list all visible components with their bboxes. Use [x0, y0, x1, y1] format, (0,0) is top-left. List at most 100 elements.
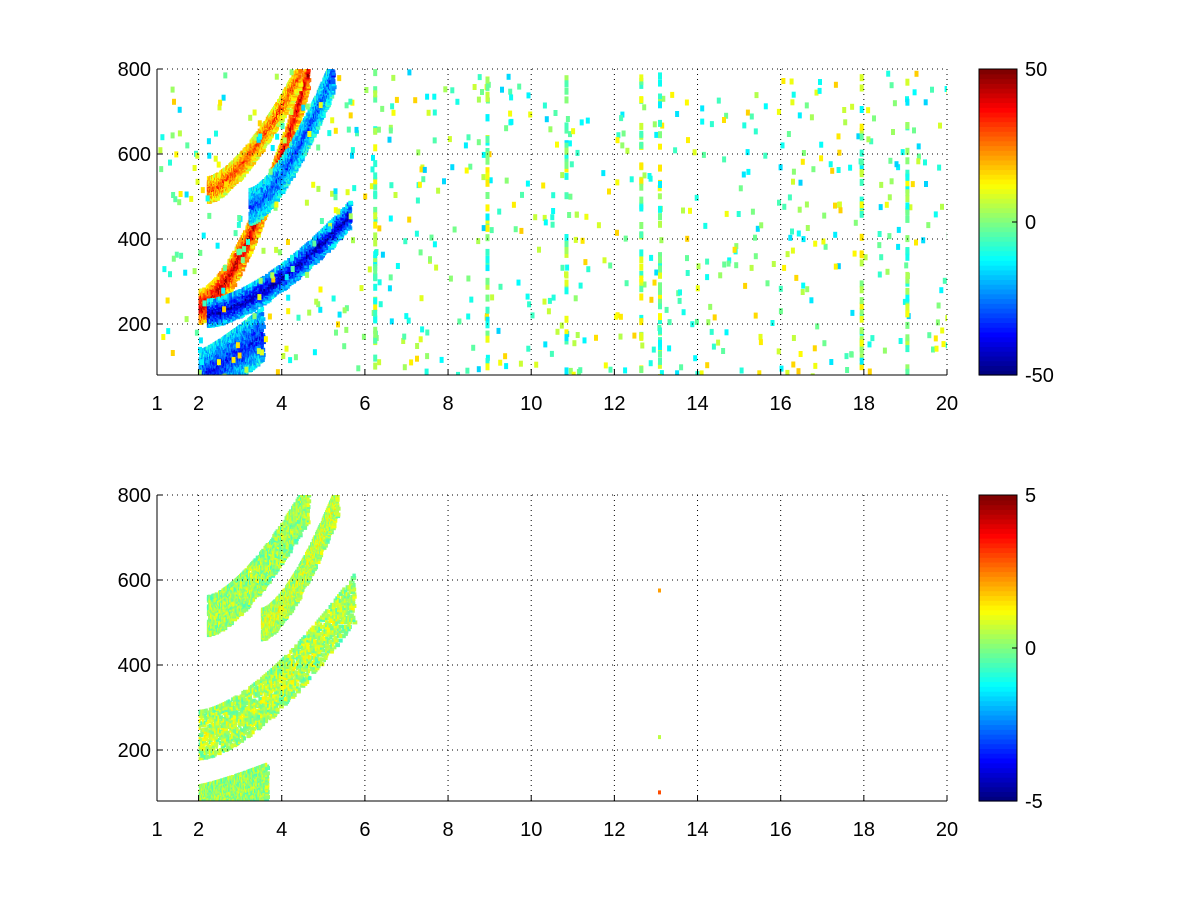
heatmap-cell: [233, 271, 236, 276]
heatmap-cell: [306, 81, 309, 86]
heatmap-cell: [240, 267, 246, 272]
heatmap-cell: [241, 293, 247, 298]
heatmap-cell: [337, 218, 340, 223]
heatmap-cell: [206, 318, 210, 323]
heatmap-cell: [230, 317, 233, 322]
heatmap-cell: [298, 69, 302, 72]
heatmap-cell: [252, 210, 255, 215]
heatmap-cell: [297, 64, 302, 68]
heatmap-cell: [277, 145, 281, 150]
heatmap-cell: [277, 272, 280, 277]
heatmap-cell: [321, 248, 325, 253]
heatmap-cell: [306, 63, 309, 67]
heatmap-cell: [298, 79, 301, 84]
heatmap-cell: [301, 270, 304, 275]
heatmap-cell: [287, 279, 290, 284]
heatmap-cell: [301, 266, 304, 271]
heatmap-cell: [303, 91, 306, 96]
heatmap-cell: [307, 64, 310, 68]
heatmap-cell: [269, 292, 272, 297]
heatmap-cell: [271, 288, 275, 293]
heatmap-cell: [268, 292, 271, 297]
heatmap-cell: [287, 124, 290, 129]
heatmap-cell: [268, 296, 273, 300]
heatmap-cell: [208, 318, 212, 323]
heatmap-cell: [299, 111, 305, 116]
heatmap-cell: [277, 268, 280, 273]
heatmap-cell: [219, 297, 223, 302]
heatmap-cell: [246, 285, 249, 290]
heatmap-cell: [216, 193, 218, 198]
heatmap-cell: [228, 187, 232, 191]
heatmap-cell: [283, 263, 287, 267]
heatmap-cell: [216, 274, 219, 279]
heatmap-cell: [327, 234, 331, 239]
heatmap-cell: [261, 297, 264, 302]
heatmap-cell: [298, 74, 302, 79]
heatmap-cell: [282, 261, 285, 266]
heatmap-cell: [214, 303, 218, 308]
heatmap-cell: [309, 265, 313, 269]
heatmap-cell: [324, 228, 328, 233]
heatmap-cell: [340, 226, 344, 231]
heatmap-cell: [269, 278, 273, 283]
heatmap-cell: [271, 291, 274, 296]
heatmap-cell: [271, 295, 274, 300]
heatmap-cell: [276, 272, 279, 277]
heatmap-cell: [257, 128, 260, 133]
heatmap-cell: [304, 86, 307, 90]
heatmap-cell: [199, 288, 203, 293]
heatmap-cell: [316, 255, 320, 260]
heatmap-cell: [251, 244, 255, 249]
heatmap-cell: [306, 73, 309, 78]
heatmap-cell: [220, 271, 223, 276]
heatmap-cell: [309, 259, 312, 264]
heatmap-cell: [263, 212, 267, 217]
heatmap-cell: [303, 70, 306, 75]
heatmap-cell: [207, 284, 210, 289]
heatmap-cell: [298, 250, 301, 255]
heatmap-cell: [261, 186, 264, 191]
heatmap-cell: [298, 64, 300, 68]
heatmap-cell: [275, 170, 279, 175]
heatmap-cell: [241, 309, 245, 314]
heatmap-cell: [337, 232, 342, 237]
heatmap-cell: [301, 72, 305, 77]
heatmap-cell: [222, 292, 225, 297]
heatmap-cell: [292, 112, 297, 117]
heatmap-cell: [260, 283, 263, 288]
heatmap-cell: [201, 291, 204, 296]
heatmap-cell: [307, 62, 309, 66]
heatmap-cell: [286, 145, 291, 150]
heatmap-cell: [309, 253, 312, 258]
heatmap-cell: [348, 205, 352, 210]
heatmap-cell: [249, 293, 253, 298]
heatmap-cell: [293, 252, 296, 257]
heatmap-cell: [261, 220, 264, 225]
heatmap-cell: [261, 293, 265, 298]
heatmap-cell: [340, 230, 343, 235]
heatmap-cell: [247, 225, 250, 230]
heatmap-cell: [261, 279, 265, 284]
heatmap-cell: [241, 301, 244, 306]
heatmap-cell: [279, 265, 282, 270]
heatmap-cell: [313, 255, 317, 260]
heatmap-cell: [290, 278, 293, 283]
heatmap-cell: [329, 244, 332, 249]
heatmap-cell: [321, 234, 324, 239]
heatmap-cell: [318, 230, 321, 235]
heatmap-cell: [337, 213, 340, 218]
heatmap-cell: [298, 63, 300, 67]
heatmap-cell: [243, 290, 246, 295]
heatmap-cell: [243, 296, 246, 301]
heatmap-cell: [205, 288, 210, 293]
heatmap-cell: [288, 272, 291, 276]
heatmap-cell: [320, 229, 323, 234]
heatmap-cell: [243, 308, 246, 313]
heatmap-cell: [270, 132, 274, 137]
heatmap-cell: [272, 268, 276, 273]
heatmap-cell: [307, 59, 310, 63]
heatmap-cell: [338, 227, 341, 232]
heatmap-cell: [318, 255, 321, 259]
heatmap-cell: [214, 285, 217, 290]
